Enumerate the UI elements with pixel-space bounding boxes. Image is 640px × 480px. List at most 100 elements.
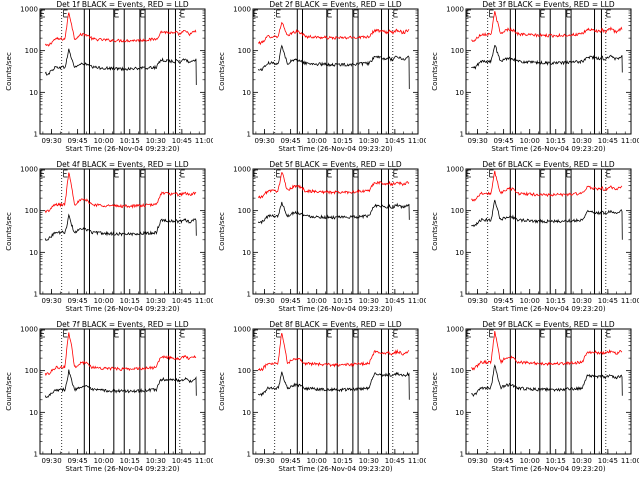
detector-panel-2: Det 2f BLACK = Events, RED = LLD 1 10 100 10… — [218, 0, 426, 153]
x-tick-label: 10:30 — [572, 137, 592, 145]
y-tick-label: 1 — [34, 291, 38, 299]
flag-marker — [180, 9, 185, 18]
panel-title: Det 9f BLACK = Events, RED = LLD — [482, 320, 615, 329]
x-tick-label: 10:45 — [172, 297, 192, 305]
x-tick-label: 11:00 — [408, 457, 426, 465]
flag-marker — [63, 9, 68, 18]
x-tick-label: 09:30 — [254, 297, 274, 305]
flag-marker — [393, 169, 398, 178]
x-tick-label: 10:00 — [307, 457, 327, 465]
x-tick-label: 10:15 — [333, 457, 353, 465]
y-tick-label: 1 — [460, 451, 464, 459]
flag-marker — [253, 329, 258, 338]
y-tick-label: 10 — [242, 89, 251, 97]
x-tick-label: 10:45 — [172, 457, 192, 465]
x-tick-label: 10:45 — [598, 137, 618, 145]
x-axis-label: Start Time (26-Nov-04 09:23:20) — [278, 305, 392, 313]
detector-panel-3: Det 3f BLACK = Events, RED = LLD 1 10 100 10… — [431, 0, 639, 153]
flag-marker — [114, 329, 119, 338]
y-axis-label: Counts/sec — [218, 372, 226, 411]
y-tick-label: 1000 — [233, 6, 251, 14]
x-axis-label: Start Time (26-Nov-04 09:23:20) — [65, 145, 179, 153]
x-tick-label: 10:30 — [146, 137, 166, 145]
plot-frame — [252, 8, 419, 135]
x-axis-label: Start Time (26-Nov-04 09:23:20) — [278, 145, 392, 153]
flag-marker — [140, 169, 145, 178]
events-series-line — [44, 213, 197, 241]
x-tick-label: 10:15 — [333, 137, 353, 145]
flag-marker — [327, 329, 332, 338]
y-tick-label: 1000 — [20, 6, 38, 14]
x-tick-label: 10:30 — [572, 457, 592, 465]
flag-marker — [40, 169, 45, 178]
y-tick-label: 10 — [242, 409, 251, 417]
y-tick-label: 1 — [247, 131, 251, 139]
flag-marker — [566, 329, 571, 338]
flag-marker — [606, 9, 611, 18]
y-tick-label: 1000 — [233, 326, 251, 334]
y-tick-label: 10 — [29, 249, 38, 257]
lld-series-line — [44, 12, 197, 47]
x-axis-label: Start Time (26-Nov-04 09:23:20) — [65, 305, 179, 313]
x-tick-label: 10:15 — [546, 137, 566, 145]
x-tick-label: 10:00 — [520, 297, 540, 305]
x-tick-label: 10:00 — [94, 137, 114, 145]
flag-marker — [40, 329, 45, 338]
x-axis-label: Start Time (26-Nov-04 09:23:20) — [491, 305, 605, 313]
x-axis-label: Start Time (26-Nov-04 09:23:20) — [65, 465, 179, 473]
y-tick-label: 100 — [238, 367, 251, 375]
y-axis-label: Counts/sec — [5, 52, 13, 91]
x-tick-label: 10:45 — [385, 297, 405, 305]
y-tick-label: 1000 — [233, 166, 251, 174]
x-tick-label: 09:30 — [467, 137, 487, 145]
x-tick-label: 11:00 — [621, 137, 639, 145]
y-tick-label: 1000 — [446, 326, 464, 334]
y-tick-label: 1 — [460, 131, 464, 139]
panel-title: Det 3f BLACK = Events, RED = LLD — [482, 0, 615, 9]
x-tick-label: 09:45 — [68, 457, 88, 465]
y-axis-label: Counts/sec — [218, 52, 226, 91]
x-tick-label: 09:30 — [254, 457, 274, 465]
flag-marker — [489, 329, 494, 338]
flag-marker — [327, 9, 332, 18]
events-series-line — [471, 364, 623, 397]
detector-panel-5: Det 5f BLACK = Events, RED = LLD 1 10 100 10… — [218, 160, 426, 313]
panel-title: Det 6f BLACK = Events, RED = LLD — [482, 160, 615, 169]
flag-marker — [353, 9, 358, 18]
x-tick-label: 09:45 — [494, 457, 514, 465]
y-tick-label: 10 — [455, 409, 464, 417]
flag-marker — [353, 169, 358, 178]
plot-frame — [465, 8, 632, 135]
y-tick-label: 10 — [242, 249, 251, 257]
x-tick-label: 10:45 — [598, 457, 618, 465]
x-tick-label: 10:15 — [120, 137, 140, 145]
x-axis-label: Start Time (26-Nov-04 09:23:20) — [278, 465, 392, 473]
panel-title: Det 8f BLACK = Events, RED = LLD — [269, 320, 402, 329]
x-tick-label: 09:45 — [281, 297, 301, 305]
lld-series-line — [257, 171, 410, 200]
flag-marker — [180, 329, 185, 338]
y-tick-label: 100 — [451, 207, 464, 215]
lld-series-line — [471, 11, 623, 43]
plot-frame — [252, 328, 419, 455]
flag-marker — [353, 329, 358, 338]
detector-panel-6: Det 6f BLACK = Events, RED = LLD 1 10 100 10… — [431, 160, 639, 313]
x-tick-label: 10:30 — [359, 457, 379, 465]
x-tick-label: 09:45 — [68, 297, 88, 305]
x-tick-label: 09:45 — [494, 297, 514, 305]
x-tick-label: 11:00 — [195, 297, 213, 305]
x-tick-label: 11:00 — [621, 457, 639, 465]
y-tick-label: 1000 — [446, 6, 464, 14]
plot-frame — [39, 8, 206, 135]
flag-marker — [140, 329, 145, 338]
flag-marker — [489, 9, 494, 18]
flag-marker — [393, 329, 398, 338]
lld-series-line — [257, 21, 410, 46]
flag-marker — [63, 329, 68, 338]
flag-marker — [606, 169, 611, 178]
flag-marker — [40, 9, 45, 18]
flag-marker — [466, 169, 471, 178]
flag-marker — [276, 169, 281, 178]
y-tick-label: 1 — [34, 451, 38, 459]
